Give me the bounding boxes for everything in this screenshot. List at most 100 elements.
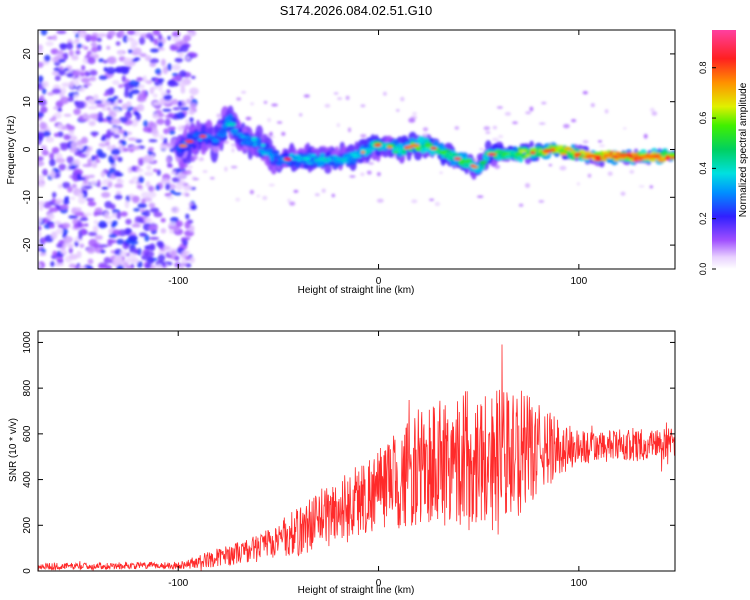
noise-blob bbox=[51, 147, 60, 154]
noise-blob bbox=[82, 185, 93, 189]
faint-blob bbox=[235, 197, 241, 202]
faint-blob bbox=[182, 99, 185, 105]
faint-blob bbox=[269, 131, 273, 136]
noise-blob bbox=[38, 50, 44, 55]
noise-blob bbox=[108, 233, 118, 238]
noise-blob bbox=[110, 127, 120, 133]
noise-blob bbox=[92, 242, 100, 249]
noise-blob bbox=[117, 51, 125, 56]
noise-blob bbox=[149, 87, 155, 95]
hot-spot bbox=[645, 155, 653, 159]
ridge-blob bbox=[529, 147, 538, 153]
noise-blob bbox=[50, 261, 55, 267]
hot-spot bbox=[199, 134, 207, 138]
noise-blob bbox=[103, 60, 108, 64]
noise-blob bbox=[75, 50, 81, 55]
noise-blob bbox=[111, 144, 116, 148]
ridge-blob bbox=[607, 155, 615, 159]
faint-blob bbox=[269, 136, 276, 139]
noise-blob bbox=[91, 46, 99, 53]
noise-blob bbox=[51, 71, 61, 76]
faint-blob bbox=[525, 111, 531, 115]
noise-blob bbox=[68, 253, 79, 260]
noise-blob bbox=[124, 78, 130, 83]
ridge-blob bbox=[324, 164, 332, 174]
hot-spot bbox=[651, 155, 661, 159]
faint-blob bbox=[454, 126, 459, 130]
noise-blob bbox=[179, 265, 185, 269]
noise-blob bbox=[152, 101, 161, 106]
noise-blob bbox=[149, 236, 160, 241]
noise-blob bbox=[38, 44, 43, 52]
noise-blob bbox=[137, 203, 147, 209]
faint-blob bbox=[231, 148, 235, 153]
noise-blob bbox=[122, 35, 129, 43]
noise-blob bbox=[180, 106, 190, 111]
noise-blob bbox=[51, 115, 57, 122]
ridge-blob bbox=[560, 152, 568, 156]
faint-blob bbox=[434, 201, 441, 207]
ridge-blob bbox=[613, 157, 619, 162]
faint-blob bbox=[587, 173, 592, 178]
noise-blob bbox=[176, 220, 183, 228]
noise-blob bbox=[73, 108, 81, 115]
noise-blob bbox=[116, 211, 121, 220]
faint-blob bbox=[366, 170, 372, 175]
noise-blob bbox=[188, 109, 195, 115]
ridge-blob bbox=[504, 154, 512, 160]
ridge-blob bbox=[392, 147, 397, 150]
faint-blob bbox=[504, 112, 511, 116]
snr-x-tick-label: -100 bbox=[168, 578, 188, 589]
noise-blob bbox=[137, 219, 145, 223]
noise-blob bbox=[152, 93, 158, 99]
noise-blob bbox=[167, 112, 175, 118]
noise-blob bbox=[66, 125, 76, 131]
faint-blob bbox=[236, 97, 242, 101]
noise-blob bbox=[136, 184, 143, 189]
noise-blob bbox=[93, 53, 99, 60]
noise-blob bbox=[171, 98, 179, 106]
noise-blob bbox=[153, 211, 163, 218]
noise-blob bbox=[55, 252, 64, 258]
ridge-blob bbox=[529, 140, 534, 148]
noise-blob bbox=[126, 30, 136, 36]
noise-blob bbox=[100, 136, 107, 142]
faint-blob bbox=[331, 193, 335, 198]
noise-blob bbox=[48, 207, 59, 213]
ridge-blob bbox=[396, 143, 404, 149]
noise-blob bbox=[45, 136, 55, 143]
noise-blob bbox=[98, 75, 108, 80]
noise-blob bbox=[77, 192, 84, 198]
figure-title: S174.2026.084.02.51.G10 bbox=[280, 3, 433, 18]
spectrogram-y-tick-label: -20 bbox=[22, 237, 33, 252]
noise-blob bbox=[138, 158, 144, 166]
hot-spot bbox=[404, 146, 409, 150]
noise-blob bbox=[170, 82, 180, 87]
noise-blob bbox=[174, 57, 184, 63]
noise-blob bbox=[78, 31, 86, 38]
noise-blob bbox=[139, 232, 147, 237]
noise-blob bbox=[38, 75, 44, 83]
noise-blob bbox=[127, 234, 138, 242]
noise-blob bbox=[68, 215, 79, 219]
noise-blob bbox=[167, 145, 173, 149]
ridge-blob bbox=[536, 154, 542, 157]
faint-blob bbox=[429, 198, 435, 201]
faint-blob bbox=[541, 101, 547, 105]
faint-blob bbox=[529, 106, 534, 112]
noise-blob bbox=[58, 163, 67, 171]
noise-blob bbox=[138, 84, 145, 89]
noise-blob bbox=[125, 218, 132, 225]
colorbar-tick-label: 0.4 bbox=[698, 162, 708, 175]
spectrogram-x-tick-label: 0 bbox=[376, 276, 382, 287]
noise-blob bbox=[79, 217, 89, 221]
noise-blob bbox=[152, 112, 159, 119]
noise-blob bbox=[167, 63, 172, 71]
faint-blob bbox=[249, 189, 254, 195]
noise-blob bbox=[156, 240, 164, 247]
noise-blob bbox=[61, 181, 71, 189]
hot-spot bbox=[471, 165, 478, 169]
noise-blob bbox=[53, 106, 60, 110]
noise-blob bbox=[67, 96, 74, 102]
